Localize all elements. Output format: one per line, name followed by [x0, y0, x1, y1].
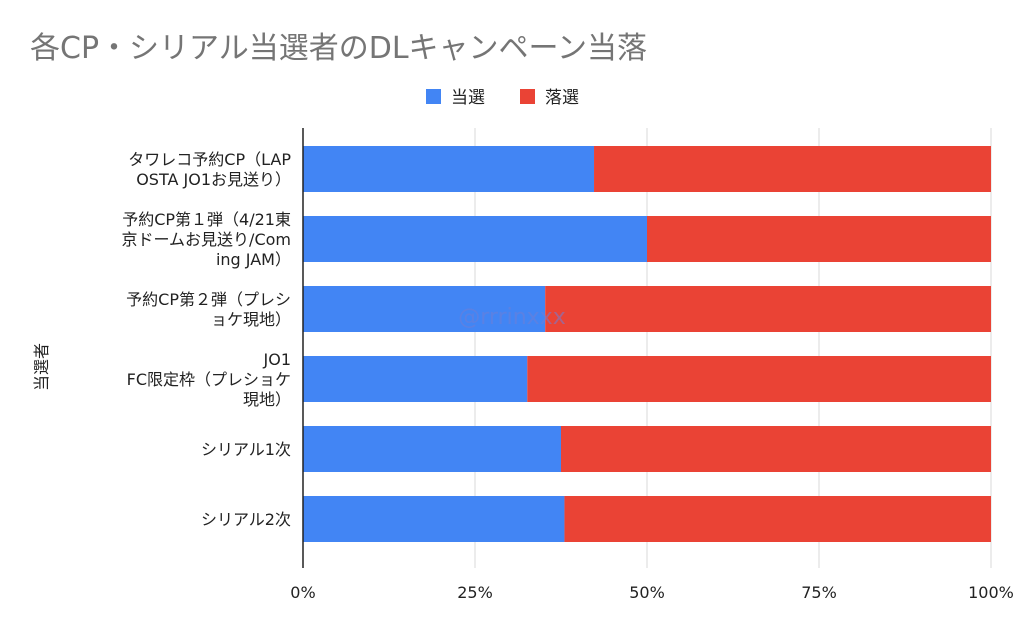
category-label-line: タワレコ予約CP（LAP — [128, 150, 291, 169]
x-tick-label: 100% — [968, 583, 1014, 602]
category-label-line: OSTA JO1お見送り） — [136, 170, 291, 189]
bar-lose — [594, 146, 991, 192]
watermark: @rrrinxxx — [458, 305, 565, 330]
gridlines — [474, 128, 992, 568]
category-label: 予約CP第２弾（プレショケ現地） — [126, 290, 291, 329]
category-label-line: 予約CP第２弾（プレシ — [126, 290, 291, 309]
chart-title: 各CP・シリアル当選者のDLキャンペーン当落 — [30, 31, 647, 66]
category-label-line: ョケ現地） — [211, 310, 291, 329]
category-label-line: FC限定枠（プレショケ — [127, 370, 291, 389]
bar-lose — [647, 216, 991, 262]
bar-win — [303, 426, 561, 472]
x-tick-label: 0% — [290, 583, 315, 602]
legend: 当選 落選 — [426, 88, 579, 108]
x-tick-labels: 0% 25% 50% 75% 100% — [290, 583, 1014, 602]
legend-swatch — [520, 89, 535, 104]
category-label-line: シリアル1次 — [201, 440, 291, 459]
category-label: シリアル1次 — [201, 440, 291, 459]
legend-label: 落選 — [545, 88, 579, 108]
category-label: タワレコ予約CP（LAP OSTA JO1お見送り） — [128, 150, 291, 189]
bar-lose — [527, 356, 991, 402]
category-label-line: ing JAM） — [216, 250, 291, 269]
category-label: 予約CP第１弾（4/21東京ドームお見送り/Com ing JAM） — [122, 210, 291, 269]
bars — [303, 146, 991, 542]
category-label-line: 現地） — [243, 390, 291, 409]
category-labels: タワレコ予約CP（LAP OSTA JO1お見送り） 予約CP第１弾（4/21東京ド… — [122, 150, 292, 529]
category-label-line: JO1 — [263, 350, 292, 369]
category-label: シリアル2次 — [201, 510, 291, 529]
bar-win — [303, 286, 546, 332]
x-tick-label: 50% — [629, 583, 665, 602]
bar-win — [303, 496, 565, 542]
bar-win — [303, 356, 528, 402]
bar-lose — [545, 286, 991, 332]
y-axis-title: 当選者 — [32, 343, 51, 391]
bar-win — [303, 216, 647, 262]
category-label-line: シリアル2次 — [201, 510, 291, 529]
bar-lose — [561, 426, 991, 472]
bar-lose — [564, 496, 991, 542]
category-label: JO1 FC限定枠（プレショケ現地） — [127, 350, 291, 409]
legend-swatch — [426, 89, 441, 104]
x-tick-label: 75% — [801, 583, 837, 602]
x-tick-label: 25% — [457, 583, 493, 602]
bar-win — [303, 146, 595, 192]
category-label-line: 京ドームお見送り/Com — [122, 230, 291, 249]
category-label-line: 予約CP第１弾（4/21東 — [122, 210, 291, 229]
legend-label: 当選 — [451, 88, 485, 108]
